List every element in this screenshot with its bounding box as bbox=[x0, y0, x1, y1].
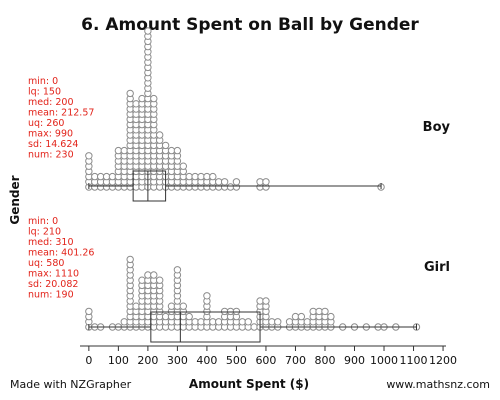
data-point bbox=[179, 302, 188, 310]
summary-stat: min: 0 bbox=[28, 216, 58, 227]
summary-stat: num: 190 bbox=[28, 290, 74, 301]
summary-stat: med: 200 bbox=[28, 97, 73, 108]
data-point bbox=[155, 276, 164, 284]
data-point bbox=[274, 318, 282, 326]
data-point bbox=[144, 27, 152, 35]
summary-stat: lq: 210 bbox=[28, 227, 61, 238]
x-tick-label: 100 bbox=[108, 354, 129, 367]
x-tick-label: 900 bbox=[344, 354, 365, 367]
summary-stat: mean: 212.57 bbox=[28, 108, 94, 119]
data-point bbox=[150, 94, 158, 103]
data-point bbox=[85, 152, 93, 160]
x-tick-label: 700 bbox=[285, 354, 306, 367]
x-tick-label: 800 bbox=[314, 354, 335, 367]
box-plot-girl bbox=[88, 311, 417, 343]
x-tick-label: 600 bbox=[255, 354, 276, 367]
data-point bbox=[327, 312, 335, 321]
iqr-box bbox=[132, 170, 167, 202]
summary-stat: min: 0 bbox=[28, 76, 58, 87]
dots-girl bbox=[85, 255, 421, 331]
summary-stat: sd: 14.624 bbox=[28, 139, 78, 150]
x-axis: 0 100 200 300 400 500 600 700 800 900 1000 1100 1200 bbox=[80, 345, 457, 367]
summary-stat: max: 1110 bbox=[28, 269, 79, 280]
footer-website: www.mathsnz.com bbox=[386, 378, 490, 391]
summary-stat: mean: 401.26 bbox=[28, 248, 94, 259]
iqr-box bbox=[150, 311, 261, 343]
group-label-boy: Boy bbox=[423, 120, 451, 135]
x-tick-label: 1100 bbox=[400, 354, 428, 367]
data-point bbox=[173, 146, 182, 155]
data-point bbox=[161, 141, 170, 150]
data-point bbox=[173, 266, 182, 274]
summary-stat: lq: 150 bbox=[28, 87, 61, 98]
footer-credit: Made with NZGrapher bbox=[10, 378, 132, 391]
data-point bbox=[321, 307, 329, 316]
data-point bbox=[297, 312, 306, 321]
summary-stat: uq: 260 bbox=[28, 118, 64, 129]
summary-stat: num: 230 bbox=[28, 150, 74, 161]
data-point bbox=[179, 162, 188, 170]
data-point bbox=[244, 318, 252, 326]
data-point bbox=[220, 178, 229, 186]
x-tick-label: 500 bbox=[226, 354, 247, 367]
data-point bbox=[209, 172, 217, 181]
data-point bbox=[203, 292, 211, 300]
x-tick-label: 400 bbox=[196, 354, 217, 367]
x-tick-label: 1200 bbox=[429, 354, 457, 367]
y-axis-label: Gender bbox=[8, 175, 22, 224]
data-point bbox=[262, 178, 270, 186]
data-point bbox=[232, 307, 241, 316]
summary-stat: max: 990 bbox=[28, 129, 73, 140]
dots-boy bbox=[85, 27, 385, 191]
data-point bbox=[150, 271, 158, 279]
data-point bbox=[155, 131, 164, 139]
x-tick-label: 200 bbox=[137, 354, 158, 367]
summary-stat: uq: 580 bbox=[28, 258, 64, 269]
data-point bbox=[85, 307, 93, 316]
data-point bbox=[232, 178, 241, 186]
group-label-girl: Girl bbox=[424, 260, 450, 275]
x-tick-label: 300 bbox=[167, 354, 188, 367]
x-tick-label: 0 bbox=[85, 354, 92, 367]
summary-stat: med: 310 bbox=[28, 237, 73, 248]
data-point bbox=[126, 255, 134, 264]
summary-stat: sd: 20.082 bbox=[28, 279, 78, 290]
data-point bbox=[262, 297, 270, 305]
data-point bbox=[185, 312, 193, 321]
x-tick-label: 1000 bbox=[370, 354, 398, 367]
data-point bbox=[126, 89, 134, 98]
x-axis-label: Amount Spent ($) bbox=[189, 377, 309, 391]
box-plot-boy bbox=[88, 170, 382, 202]
chart-title: 6. Amount Spent on Ball by Gender bbox=[81, 15, 419, 35]
